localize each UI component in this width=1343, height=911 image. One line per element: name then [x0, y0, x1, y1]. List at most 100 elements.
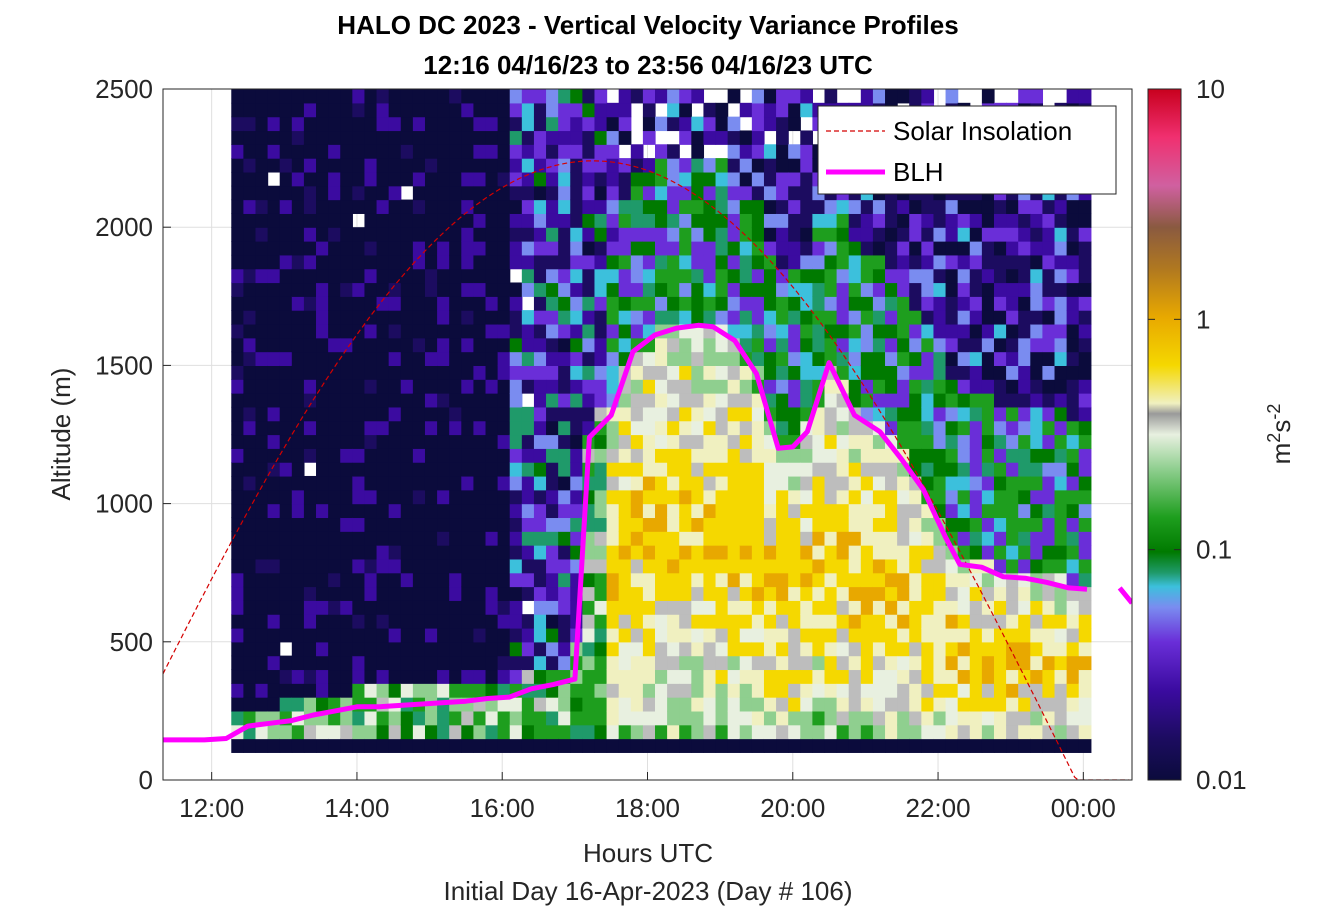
heatmap-cell: [437, 503, 450, 519]
heatmap-cell: [848, 268, 862, 284]
heatmap-cell: [279, 475, 293, 491]
heatmap-cell: [582, 130, 596, 145]
heatmap-cell: [727, 558, 741, 574]
heatmap-cell: [291, 724, 305, 740]
heatmap-cell: [485, 572, 499, 588]
heatmap-cell: [485, 475, 499, 491]
heatmap-cell: [969, 393, 983, 408]
heatmap-cell: [897, 268, 910, 284]
heatmap-cell: [1054, 614, 1068, 629]
heatmap-cell: [340, 420, 353, 436]
heatmap-cell: [533, 489, 547, 505]
heatmap-cell: [715, 627, 729, 643]
heatmap-cell: [945, 448, 959, 463]
heatmap-cell: [691, 379, 705, 394]
heatmap-cell: [558, 724, 571, 740]
heatmap-cell: [945, 241, 959, 256]
heatmap-cell: [691, 199, 705, 214]
heatmap-cell: [860, 462, 874, 477]
heatmap-cell: [727, 434, 741, 449]
heatmap-cell: [594, 241, 608, 256]
heatmap-cell: [872, 517, 886, 532]
heatmap-cell: [969, 448, 983, 463]
heatmap-cell: [812, 241, 826, 256]
heatmap-cell: [630, 227, 644, 242]
heatmap-cell: [957, 268, 971, 284]
heatmap-cell: [594, 655, 608, 671]
heatmap-cell: [1018, 310, 1031, 325]
heatmap-cell: [776, 531, 789, 546]
heatmap-cell: [243, 130, 257, 145]
heatmap-cell: [691, 655, 705, 671]
heatmap-cell: [885, 586, 898, 601]
heatmap-cell: [824, 323, 838, 339]
heatmap-cell: [993, 213, 1007, 228]
heatmap-cell: [824, 655, 838, 671]
heatmap-cell: [437, 448, 450, 463]
heatmap-cell: [352, 710, 366, 726]
heatmap-cell: [388, 393, 402, 408]
heatmap-cell: [788, 710, 801, 726]
heatmap-cell: [316, 199, 329, 214]
heatmap-cell: [739, 213, 753, 228]
heatmap-cell: [679, 489, 692, 505]
heatmap-cell: [340, 614, 353, 629]
heatmap-cell: [461, 531, 475, 546]
heatmap-cell: [812, 227, 826, 242]
heatmap-cell: [1042, 558, 1056, 574]
heatmap-cell: [739, 600, 753, 615]
heatmap-cell: [546, 323, 559, 339]
heatmap-cell: [885, 545, 898, 560]
heatmap-cell: [1042, 448, 1056, 463]
heatmap-cell: [885, 572, 898, 588]
heatmap-cell: [788, 517, 801, 532]
heatmap-cell: [1018, 199, 1031, 214]
heatmap-cell: [691, 558, 705, 574]
heatmap-cell: [533, 116, 547, 132]
heatmap-cell: [400, 102, 414, 118]
heatmap-cell: [969, 434, 983, 449]
heatmap-cell: [909, 282, 922, 297]
heatmap-cell: [279, 130, 293, 145]
heatmap-cell: [957, 531, 971, 546]
heatmap-cell: [885, 655, 898, 671]
heatmap-cell: [521, 586, 535, 601]
heatmap-cell: [691, 351, 705, 366]
heatmap-cell: [364, 434, 378, 449]
heatmap-cell: [340, 241, 353, 256]
heatmap-cell: [473, 627, 487, 643]
heatmap-cell: [667, 558, 680, 574]
heatmap-cell: [267, 379, 281, 394]
heatmap-cell: [485, 351, 499, 366]
heatmap-cell: [1078, 545, 1092, 560]
heatmap-cell: [1006, 310, 1019, 325]
heatmap-cell: [1030, 199, 1044, 214]
heatmap-cell: [691, 503, 705, 519]
heatmap-cell: [655, 738, 668, 753]
heatmap-cell: [412, 144, 426, 159]
heatmap-cell: [255, 434, 269, 449]
heatmap-cell: [1066, 227, 1080, 242]
heatmap-cell: [1054, 365, 1068, 380]
heatmap-cell: [897, 724, 910, 740]
heatmap-cell: [872, 627, 886, 643]
heatmap-cell: [751, 669, 765, 684]
heatmap-cell: [316, 130, 329, 145]
heatmap-cell: [558, 448, 571, 463]
heatmap-cell: [376, 199, 390, 214]
heatmap-cell: [860, 213, 874, 228]
heatmap-cell: [437, 310, 450, 325]
heatmap-cell: [473, 282, 487, 297]
heatmap-cell: [1066, 420, 1080, 436]
heatmap-cell: [872, 669, 886, 684]
heatmap-cell: [582, 351, 596, 366]
heatmap-cell: [1018, 241, 1031, 256]
heatmap-cell: [316, 213, 329, 228]
heatmap-cell: [558, 393, 571, 408]
heatmap-cell: [424, 379, 438, 394]
heatmap-cell: [945, 213, 959, 228]
heatmap-cell: [703, 558, 717, 574]
heatmap-cell: [328, 669, 341, 684]
heatmap-cell: [255, 144, 269, 159]
heatmap-cell: [909, 296, 922, 311]
